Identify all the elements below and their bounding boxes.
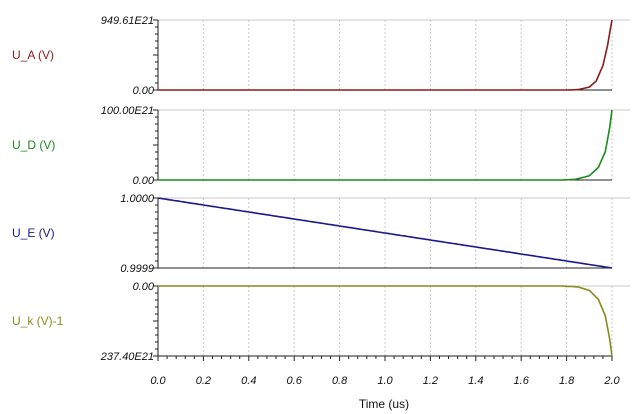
series-line xyxy=(157,197,613,269)
y-bottom-label: 0.00 xyxy=(133,175,155,187)
series-line xyxy=(158,109,613,181)
x-tick-label: 0.4 xyxy=(241,375,256,387)
y-top-label: 949.61E21 xyxy=(101,15,154,27)
x-tick-label: 2.0 xyxy=(603,375,620,387)
y-bottom-label: 0.9999 xyxy=(120,263,154,275)
y-top-label: 0.00 xyxy=(133,281,155,293)
series-name: U_E (V) xyxy=(12,226,55,240)
x-tick-label: 1.6 xyxy=(514,375,530,387)
x-tick-label: 1.2 xyxy=(423,375,438,387)
series-name: U_k (V)-1 xyxy=(12,314,64,328)
panel-3: 1.0000 0.9999 U_E (V) xyxy=(12,193,630,275)
x-tick-label: 1.8 xyxy=(559,375,575,387)
series-line xyxy=(158,19,613,91)
time-axis: 0.0 0.2 0.4 0.6 0.8 1.0 1.2 1.4 1.6 1.8 2.0 xyxy=(150,356,621,387)
series-name: U_D (V) xyxy=(12,138,55,152)
panel-1: 949.61E21 0.00 U_A (V) xyxy=(12,15,630,97)
x-tick-label: 0.8 xyxy=(332,375,348,387)
y-top-label: 1.0000 xyxy=(120,193,155,205)
x-axis-label: Time (us) xyxy=(359,397,409,411)
series-line xyxy=(158,285,613,357)
x-tick-label: 0.0 xyxy=(150,375,166,387)
x-tick-label: 0.6 xyxy=(287,375,303,387)
y-top-label: 100.00E21 xyxy=(101,105,154,117)
y-bottom-label: 0.00 xyxy=(133,85,155,97)
series-name: U_A (V) xyxy=(12,48,54,62)
panel-2: 100.00E21 0.00 U_D (V) xyxy=(12,105,630,187)
x-tick-label: 1.4 xyxy=(468,375,483,387)
x-tick-label: 0.2 xyxy=(196,375,211,387)
x-tick-label: 1.0 xyxy=(377,375,393,387)
y-bottom-label: 237.40E21 xyxy=(100,351,154,363)
panel-4: 0.00 237.40E21 U_k (V)-1 xyxy=(12,281,630,363)
